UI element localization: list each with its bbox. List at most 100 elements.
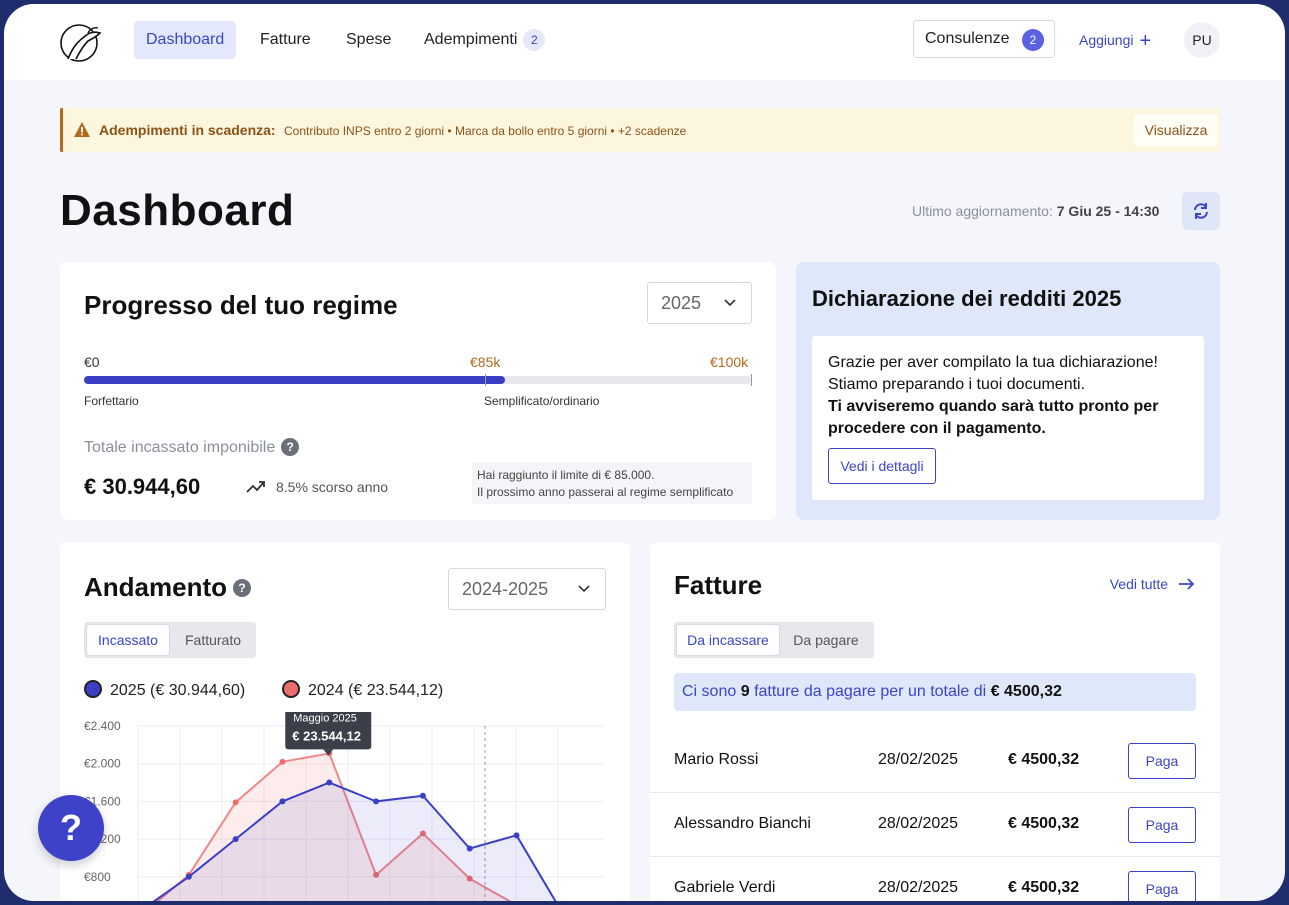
avatar[interactable]: PU — [1184, 22, 1220, 58]
series-2024-point — [232, 799, 239, 806]
legend-2024[interactable]: 2024 (€ 23.544,12) — [282, 680, 443, 700]
nav-spese[interactable]: Spese — [346, 31, 392, 48]
arrow-right-icon — [1179, 578, 1195, 590]
dichiarazione-line3: Ti avviseremo quando sarà tutto pronto p… — [828, 398, 1159, 437]
series-2024-point — [466, 875, 473, 882]
consulenze-button[interactable]: Consulenze 2 — [913, 20, 1055, 58]
series-2024-point — [279, 758, 286, 765]
table-row: Gabriele Verdi 28/02/2025 € 4500,32 Paga — [650, 857, 1220, 901]
aggiungi-button[interactable]: Aggiungi + — [1079, 28, 1151, 52]
regime-note: Hai raggiunto il limite di € 85.000. Il … — [472, 462, 752, 504]
nav-adempimenti-label: Adempimenti — [424, 31, 518, 48]
tab-fatturato[interactable]: Fatturato — [184, 632, 242, 648]
series-2025-point — [373, 798, 380, 805]
series-2024-point — [419, 830, 426, 837]
chart-tooltip-pointer — [323, 749, 334, 756]
legend-2025-swatch — [84, 680, 102, 698]
series-2025-line — [152, 781, 557, 901]
scale-mid-label: €85k — [470, 354, 501, 370]
paga-button[interactable]: Paga — [1128, 807, 1196, 843]
dichiarazione-line2: Stiamo preparando i tuoi documenti. — [828, 376, 1086, 393]
tab-da-pagare[interactable]: Da pagare — [793, 632, 859, 648]
trend-indicator: 8.5% scorso anno — [246, 479, 388, 495]
dichiarazione-message: Grazie per aver compilato la tua dichiar… — [828, 352, 1198, 440]
tooltip-title: Maggio 2025 — [293, 712, 357, 724]
logo-icon[interactable] — [58, 19, 104, 65]
total-value: € 30.944,60 — [84, 474, 201, 499]
tab-da-incassare[interactable]: Da incassare — [676, 624, 780, 656]
visualizza-button[interactable]: Visualizza — [1134, 114, 1218, 146]
series-2025-point — [279, 798, 286, 805]
summary-mid: fatture da pagare per un totale di — [754, 683, 987, 700]
dichiarazione-title: Dichiarazione dei redditi 2025 — [812, 286, 1122, 311]
chevron-down-icon — [724, 299, 736, 307]
fatture-toggle: Da incassare Da pagare — [674, 622, 874, 658]
regime-note-line2: Il prossimo anno passerai al regime semp… — [477, 485, 734, 499]
chart-tooltip — [285, 712, 372, 750]
andamento-toggle: Incassato Fatturato — [84, 622, 256, 658]
andamento-title-row: Andamento? — [84, 572, 251, 603]
paga-button[interactable]: Paga — [1128, 871, 1196, 901]
series-2025-point — [513, 832, 520, 839]
summary-count: 9 — [740, 683, 750, 700]
fatture-summary-banner: Ci sono 9 fatture da pagare per un total… — [674, 673, 1196, 711]
row-date: 28/02/2025 — [878, 815, 959, 832]
table-row: Alessandro Bianchi 28/02/2025 € 4500,32 … — [650, 793, 1220, 857]
dichiarazione-message-box: Grazie per aver compilato la tua dichiar… — [812, 336, 1204, 500]
andamento-card: Andamento? 2024-2025 Incassato Fatturato… — [60, 542, 630, 901]
legend-2024-swatch — [282, 680, 300, 698]
last-update-value: 7 Giu 25 - 14:30 — [1056, 203, 1160, 219]
caption-forfettario: Forfettario — [84, 394, 139, 408]
series-2025-point — [419, 792, 426, 799]
help-circle-icon[interactable]: ? — [233, 579, 251, 597]
scale-max-label: €100k — [710, 354, 749, 370]
series-2024-point — [373, 871, 380, 878]
vedi-tutte-link[interactable]: Vedi tutte — [1110, 576, 1196, 592]
row-amount: € 4500,32 — [1008, 815, 1080, 832]
tab-incassato[interactable]: Incassato — [86, 624, 170, 656]
aggiungi-label: Aggiungi — [1079, 32, 1134, 48]
vedi-dettagli-button[interactable]: Vedi i dettagli — [828, 448, 936, 484]
help-circle-icon[interactable]: ? — [281, 438, 300, 456]
paga-button[interactable]: Paga — [1128, 743, 1196, 779]
adempimenti-count-badge: 2 — [523, 28, 546, 51]
fatture-title: Fatture — [674, 570, 763, 600]
warning-icon — [74, 122, 90, 137]
vedi-tutte-label: Vedi tutte — [1109, 576, 1169, 592]
refresh-button[interactable] — [1182, 192, 1220, 230]
summary-total: € 4500,32 — [990, 683, 1062, 700]
nav-adempimenti[interactable]: Adempimenti 2 — [412, 21, 557, 59]
row-date: 28/02/2025 — [878, 879, 959, 896]
alert-title: Adempimenti in scadenza: — [99, 122, 276, 138]
nav-fatture[interactable]: Fatture — [260, 31, 311, 48]
help-button[interactable]: ? — [38, 795, 104, 861]
andamento-title: Andamento — [84, 572, 227, 602]
tooltip-value: € 23.544,12 — [292, 728, 361, 743]
consulenze-label: Consulenze — [925, 30, 1010, 47]
regime-card: Progresso del tuo regime 2025 €0 €85k €1… — [60, 262, 776, 520]
y-tick-label: €2.000 — [84, 757, 121, 771]
row-name: Gabriele Verdi — [674, 879, 776, 896]
dichiarazione-line1: Grazie per aver compilato la tua dichiar… — [828, 354, 1158, 371]
scale-min-label: €0 — [84, 354, 100, 370]
regime-note-line1: Hai raggiunto il limite di € 85.000. — [477, 468, 655, 482]
legend-2025[interactable]: 2025 (€ 30.944,60) — [84, 680, 245, 700]
trending-up-icon — [246, 481, 265, 493]
year-select[interactable]: 2025 — [647, 282, 752, 324]
period-select[interactable]: 2024-2025 — [448, 568, 606, 610]
y-tick-label: €800 — [84, 870, 111, 884]
legend-2024-label: 2024 (€ 23.544,12) — [308, 682, 444, 699]
page-title: Dashboard — [60, 186, 295, 235]
nav-dashboard[interactable]: Dashboard — [134, 21, 237, 59]
last-update-label: Ultimo aggiornamento: — [912, 203, 1053, 219]
deadline-alert: Adempimenti in scadenza: Contributo INPS… — [60, 108, 1220, 152]
regime-progress-bar — [84, 374, 752, 386]
regime-progress-fill — [84, 376, 505, 384]
series-2024-area — [157, 753, 510, 901]
legend-2025-label: 2025 (€ 30.944,60) — [110, 682, 246, 699]
y-tick-label: €2.400 — [84, 719, 121, 733]
plus-icon: + — [1139, 30, 1152, 52]
row-name: Mario Rossi — [674, 751, 759, 768]
